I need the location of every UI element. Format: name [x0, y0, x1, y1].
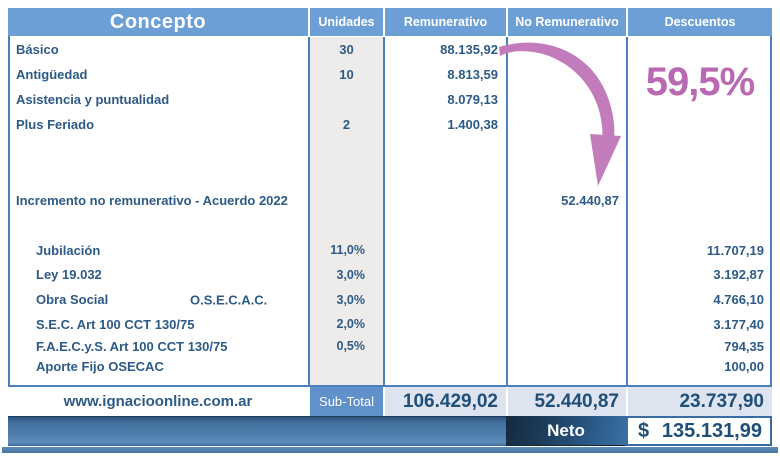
row-jubilacion: Jubilación 11,0% 11.707,19 [8, 238, 772, 262]
remunerativo-value: 8.079,13 [383, 87, 506, 112]
concept-label: Antigüedad [16, 67, 88, 82]
units-value: 10 [308, 62, 383, 87]
table-left-border [8, 36, 10, 414]
row-plus-feriado: Plus Feriado 2 1.400,38 [8, 112, 772, 137]
descuentos-value: 794,35 [626, 336, 772, 356]
row-antiguedad: Antigüedad 10 8.813,59 [8, 62, 772, 87]
subtotal-no-remunerativo: 52.440,87 [506, 387, 626, 416]
descuentos-value: 100,00 [626, 356, 772, 376]
descuentos-value: 4.766,10 [626, 287, 772, 312]
rate-value: 3,0% [308, 287, 383, 312]
rate-value: 2,0% [308, 312, 383, 336]
concept-label: F.A.E.C.y.S. Art 100 CCT 130/75 [36, 338, 228, 354]
row-basico: Básico 30 88.135,92 [8, 37, 772, 62]
concept-text: Obra Social [36, 292, 109, 307]
row-asistencia: Asistencia y puntualidad 8.079,13 [8, 87, 772, 112]
row-faecys-art-100: F.A.E.C.y.S. Art 100 CCT 130/75 0,5% 794… [8, 336, 772, 356]
table-header: Concepto Unidades Remunerativo No Remune… [8, 8, 772, 36]
net-label: Neto [506, 416, 626, 446]
subtotal-row: www.ignacioonline.com.ar Sub-Total 106.4… [8, 385, 772, 416]
header-no-remunerativo: No Remunerativo [506, 8, 626, 36]
net-row: Neto $ 135.131,99 [8, 416, 772, 446]
subtotal-remunerativo: 106.429,02 [383, 387, 506, 416]
no-remunerativo-value: 52.440,87 [506, 188, 626, 212]
header-remunerativo: Remunerativo [383, 8, 506, 36]
spacer-row [8, 212, 772, 238]
remunerativo-value: 8.813,59 [383, 62, 506, 87]
descuentos-value: 3.192,87 [626, 262, 772, 287]
table-right-border [770, 36, 772, 414]
deduction-rate-callout: 59,5% [645, 60, 755, 104]
website-link[interactable]: www.ignacioonline.com.ar [8, 387, 308, 416]
header-unidades: Unidades [308, 8, 383, 36]
bottom-accent-bar [2, 447, 778, 453]
concept-label: Jubilación [36, 242, 101, 258]
descuentos-value: 3.177,40 [626, 312, 772, 336]
row-aporte-fijo-osecac: Aporte Fijo OSECAC 100,00 [8, 356, 772, 376]
table-body: Básico 30 88.135,92 Antigüedad 10 8.813,… [8, 37, 772, 385]
row-ley-19032: Ley 19.032 3,0% 3.192,87 [8, 262, 772, 287]
concept-label: Básico [16, 42, 59, 57]
header-descuentos: Descuentos [626, 8, 772, 36]
subtotal-descuentos: 23.737,90 [626, 387, 772, 416]
payroll-table: Concepto Unidades Remunerativo No Remune… [8, 8, 772, 446]
units-value: 2 [308, 112, 383, 137]
row-sec-art-100: S.E.C. Art 100 CCT 130/75 2,0% 3.177,40 [8, 312, 772, 336]
concept-label: Asistencia y puntualidad [16, 92, 170, 107]
concept-label: Ley 19.032 [36, 267, 102, 282]
curved-down-arrow-icon [499, 42, 621, 186]
spacer-row [8, 376, 772, 385]
subtotal-label: Sub-Total [308, 387, 383, 416]
row-incremento-no-remunerativo: Incremento no remunerativo - Acuerdo 202… [8, 188, 772, 212]
descuentos-value: 11.707,19 [626, 238, 772, 262]
org-name: O.S.E.C.A.C. [190, 292, 268, 307]
remunerativo-value: 88.135,92 [383, 37, 506, 62]
rate-value: 3,0% [308, 262, 383, 287]
remunerativo-value: 1.400,38 [383, 112, 506, 137]
net-amount: 135.131,99 [661, 419, 762, 442]
net-bar [8, 416, 506, 446]
units-value: 30 [308, 37, 383, 62]
concept-label: S.E.C. Art 100 CCT 130/75 [36, 316, 195, 332]
net-amount-cell: $ 135.131,99 [626, 416, 772, 446]
row-obra-social: Obra Social O.S.E.C.A.C. 3,0% 4.766,10 [8, 287, 772, 312]
spacer-row [8, 137, 772, 188]
concept-label: Incremento no remunerativo - Acuerdo 202… [16, 192, 288, 208]
concept-label: Plus Feriado [16, 117, 95, 132]
header-concepto: Concepto [109, 10, 207, 33]
currency-symbol: $ [638, 419, 650, 442]
rate-value: 0,5% [308, 336, 383, 356]
concept-label: Obra Social O.S.E.C.A.C. [8, 287, 308, 312]
rate-value: 11,0% [308, 238, 383, 262]
concept-label: Aporte Fijo OSECAC [36, 358, 164, 374]
